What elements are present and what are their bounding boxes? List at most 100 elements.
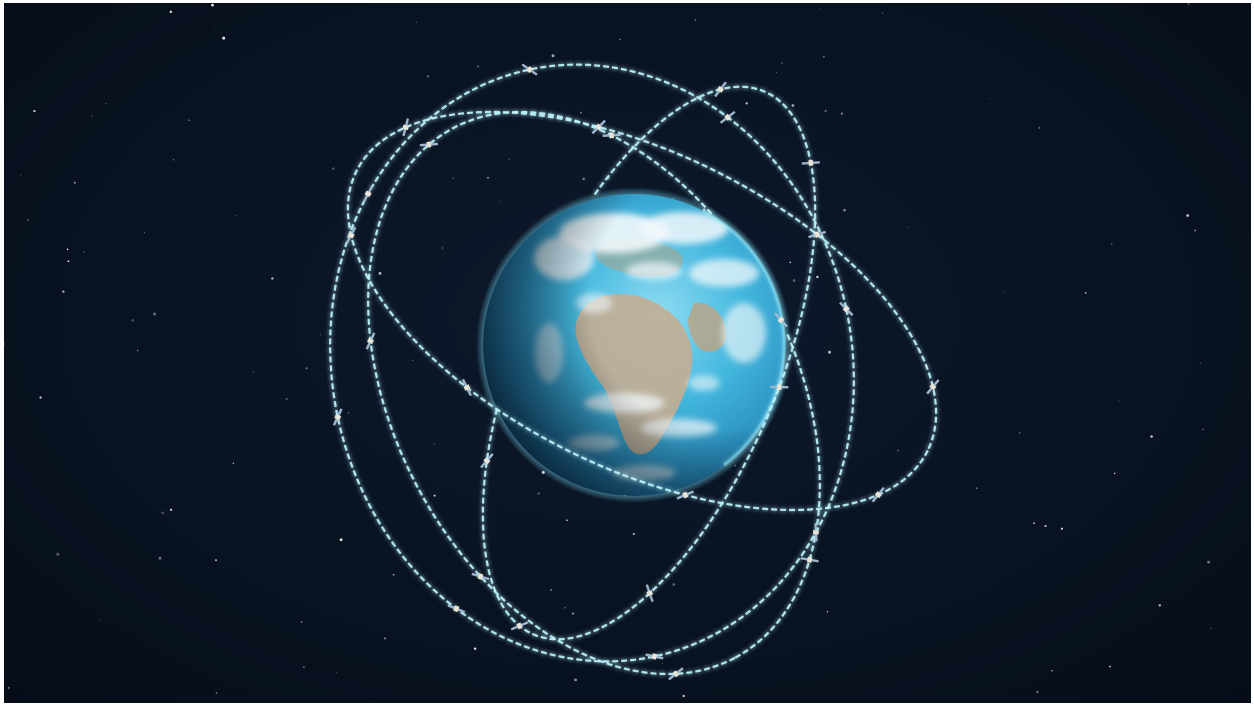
star <box>136 349 139 352</box>
star <box>1044 524 1047 528</box>
star <box>1051 669 1053 672</box>
satellite <box>471 572 490 581</box>
star <box>745 102 748 105</box>
star <box>143 232 146 234</box>
star <box>662 662 663 664</box>
satellite <box>521 63 538 76</box>
star <box>1158 604 1162 607</box>
star <box>433 443 435 445</box>
star <box>153 312 157 316</box>
star <box>580 111 582 114</box>
satellite <box>602 132 621 139</box>
star <box>826 611 829 613</box>
satellite <box>480 453 494 469</box>
earth-globe <box>476 187 792 503</box>
star <box>473 647 477 650</box>
satellite <box>510 621 529 631</box>
star <box>378 272 382 275</box>
star <box>300 620 303 623</box>
star <box>550 589 553 591</box>
star <box>172 158 175 161</box>
star <box>792 279 796 282</box>
star <box>632 532 635 536</box>
star <box>222 36 226 40</box>
star <box>881 12 884 14</box>
star <box>840 112 843 115</box>
orbit-path <box>328 63 856 663</box>
star <box>83 251 85 253</box>
star <box>20 174 22 176</box>
star <box>39 396 42 399</box>
satellite <box>808 230 827 239</box>
star <box>336 672 338 673</box>
star <box>816 275 819 279</box>
star <box>694 19 697 21</box>
satellite <box>774 312 788 328</box>
star <box>383 637 386 640</box>
star <box>303 666 305 668</box>
star <box>551 54 555 58</box>
star <box>791 104 795 107</box>
star <box>188 119 190 121</box>
star <box>1113 472 1116 475</box>
star <box>415 21 417 23</box>
star <box>347 249 350 251</box>
star <box>582 177 585 181</box>
satellite <box>871 486 885 503</box>
star <box>412 359 414 361</box>
star <box>426 75 430 78</box>
star <box>1111 243 1113 245</box>
satellite <box>365 332 376 350</box>
satellite <box>332 408 343 426</box>
satellite <box>402 118 410 137</box>
star <box>537 492 540 495</box>
star <box>62 290 65 293</box>
star <box>99 619 101 621</box>
star <box>442 247 444 249</box>
star <box>1036 690 1039 694</box>
star <box>487 177 489 179</box>
satellite <box>668 667 684 681</box>
satellite <box>800 556 819 563</box>
star <box>26 218 30 221</box>
star <box>4 343 6 345</box>
star <box>339 538 343 542</box>
star <box>1004 291 1006 292</box>
star <box>73 181 76 184</box>
star <box>370 701 372 703</box>
star <box>1200 362 1201 364</box>
star <box>211 3 214 7</box>
star <box>285 397 288 400</box>
space-background <box>4 3 1251 703</box>
star <box>822 55 825 58</box>
star <box>1109 665 1111 668</box>
atmosphere-rim <box>703 209 786 467</box>
star <box>105 103 107 105</box>
satellite <box>591 119 606 135</box>
satellite <box>362 185 374 203</box>
satellite <box>461 378 472 397</box>
star <box>566 519 568 521</box>
star <box>843 208 846 212</box>
orbit-path <box>346 110 938 512</box>
star <box>213 28 215 30</box>
star <box>1207 560 1211 564</box>
star <box>564 606 566 609</box>
star <box>1150 435 1153 438</box>
star <box>499 201 501 203</box>
star <box>682 694 685 698</box>
star <box>1033 522 1036 525</box>
star <box>1018 432 1021 434</box>
satellite <box>770 384 789 390</box>
orbit-path <box>593 85 817 415</box>
star <box>1038 127 1041 129</box>
star <box>433 494 436 497</box>
satellite <box>801 159 820 166</box>
satellite <box>926 379 940 395</box>
satellite <box>719 110 736 124</box>
satellite <box>676 490 695 500</box>
star <box>131 319 134 322</box>
star <box>271 277 274 280</box>
star <box>571 612 575 615</box>
